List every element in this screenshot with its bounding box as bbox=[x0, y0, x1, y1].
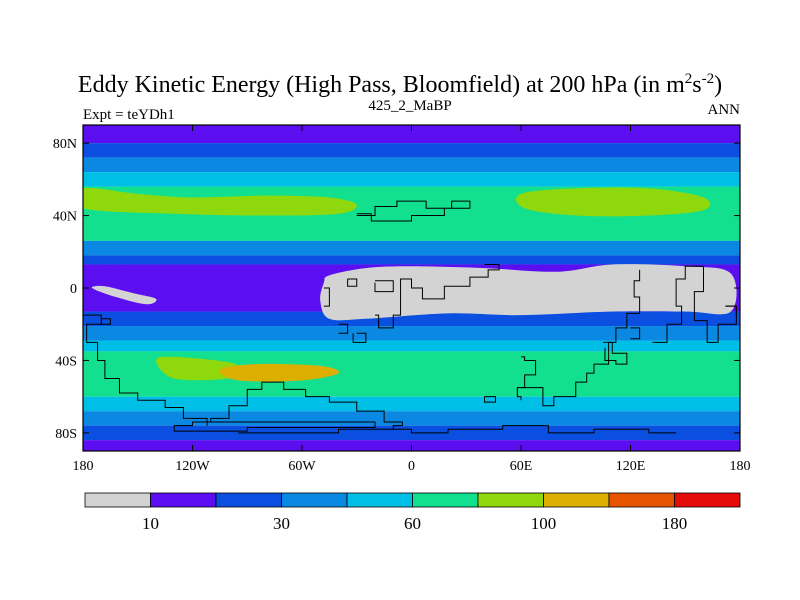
chart-title-main: Eddy Kinetic Energy (High Pass, Bloomfie… bbox=[78, 72, 685, 98]
title-unit-sup2: -2 bbox=[702, 71, 715, 87]
y-tick-label: 80S bbox=[55, 427, 77, 442]
lat-band-2 bbox=[83, 157, 740, 173]
colorbar-swatch-7 bbox=[543, 492, 610, 508]
lat-band-9 bbox=[83, 326, 740, 341]
y-tick-label: 40S bbox=[55, 354, 77, 369]
colorbar-swatch-3 bbox=[281, 492, 348, 508]
region-tropic-lobe-west bbox=[83, 265, 138, 283]
coastline-7 bbox=[323, 287, 330, 307]
title-unit-sup1: 2 bbox=[685, 71, 693, 87]
lat-band-8 bbox=[83, 311, 740, 327]
colorbar: 10 30 60 100 180 bbox=[84, 492, 741, 533]
colorbar-label: 100 bbox=[531, 514, 557, 533]
coastline-8 bbox=[338, 323, 349, 334]
colorbar-swatch-1 bbox=[150, 492, 217, 508]
coastline-13 bbox=[521, 269, 641, 407]
lat-band-0 bbox=[83, 125, 740, 144]
y-tick-label: 80N bbox=[53, 137, 77, 152]
coastline-18 bbox=[725, 305, 737, 316]
lat-band-12 bbox=[83, 396, 740, 412]
colorbar-swatch-9 bbox=[674, 492, 741, 508]
title-unit-mid: s bbox=[692, 72, 701, 98]
region-tropic-min-east bbox=[320, 264, 737, 321]
colorbar-label: 180 bbox=[662, 514, 688, 533]
lat-band-3 bbox=[83, 172, 740, 187]
coastline-11 bbox=[352, 332, 367, 343]
lat-band-13 bbox=[83, 411, 740, 426]
colorbar-swatch-5 bbox=[412, 492, 479, 508]
x-tick-label: 180 bbox=[73, 459, 94, 474]
lat-band-10 bbox=[83, 340, 740, 352]
x-tick-label: 120W bbox=[175, 459, 210, 474]
coastline-6 bbox=[374, 280, 394, 293]
axis-ticks: 180 120W 60W 0 60E 120E 180 80N 40N 0 40S 80S bbox=[53, 125, 751, 474]
colorbar-swatch-0 bbox=[84, 492, 151, 508]
region-north-jet-east bbox=[515, 187, 711, 217]
subtitle-left: Expt = teYDh1 bbox=[83, 107, 175, 123]
coastline-1 bbox=[101, 318, 111, 325]
coastline-10 bbox=[375, 263, 500, 329]
x-tick-label: 60E bbox=[510, 459, 533, 474]
coastline-14 bbox=[630, 327, 641, 340]
y-tick-label: 0 bbox=[70, 282, 77, 297]
coastline-12 bbox=[516, 356, 537, 401]
coastline-9 bbox=[347, 278, 358, 287]
subtitle-right: ANN bbox=[708, 102, 741, 118]
colorbar-swatch-4 bbox=[346, 492, 413, 508]
plot-area bbox=[83, 125, 740, 451]
title-unit-close: ) bbox=[714, 72, 722, 98]
coastline-3 bbox=[173, 421, 376, 432]
coastlines bbox=[83, 200, 737, 434]
chart-title: Eddy Kinetic Energy (High Pass, Bloomfie… bbox=[78, 71, 722, 98]
coastline-2 bbox=[201, 381, 403, 430]
colorbar-swatch-8 bbox=[608, 492, 675, 508]
colorbar-swatch-2 bbox=[215, 492, 282, 508]
colorbar-label: 60 bbox=[404, 514, 421, 533]
x-tick-label: 0 bbox=[408, 459, 415, 474]
coastline-17 bbox=[484, 396, 496, 403]
colorbar-label: 30 bbox=[273, 514, 290, 533]
colorbar-swatch-6 bbox=[477, 492, 544, 508]
y-tick-label: 40N bbox=[53, 210, 77, 225]
lat-band-6 bbox=[83, 255, 740, 265]
subtitle-center: 425_2_MaBP bbox=[368, 98, 451, 114]
region-tropic-min-west bbox=[91, 285, 157, 305]
coastline-4 bbox=[238, 425, 677, 434]
lat-band-5 bbox=[83, 240, 740, 256]
x-tick-label: 120E bbox=[616, 459, 646, 474]
region-north-jet-west bbox=[83, 187, 358, 216]
coastline-16 bbox=[603, 341, 628, 365]
lat-band-1 bbox=[83, 143, 740, 158]
coastline-15 bbox=[652, 265, 737, 343]
x-tick-label: 60W bbox=[288, 459, 316, 474]
x-tick-label: 180 bbox=[730, 459, 751, 474]
colorbar-label: 10 bbox=[142, 514, 159, 533]
coastline-5 bbox=[356, 200, 471, 222]
region-south-jet-core bbox=[219, 363, 340, 382]
coastline-0 bbox=[83, 314, 208, 426]
region-south-jet-patch bbox=[156, 356, 239, 381]
